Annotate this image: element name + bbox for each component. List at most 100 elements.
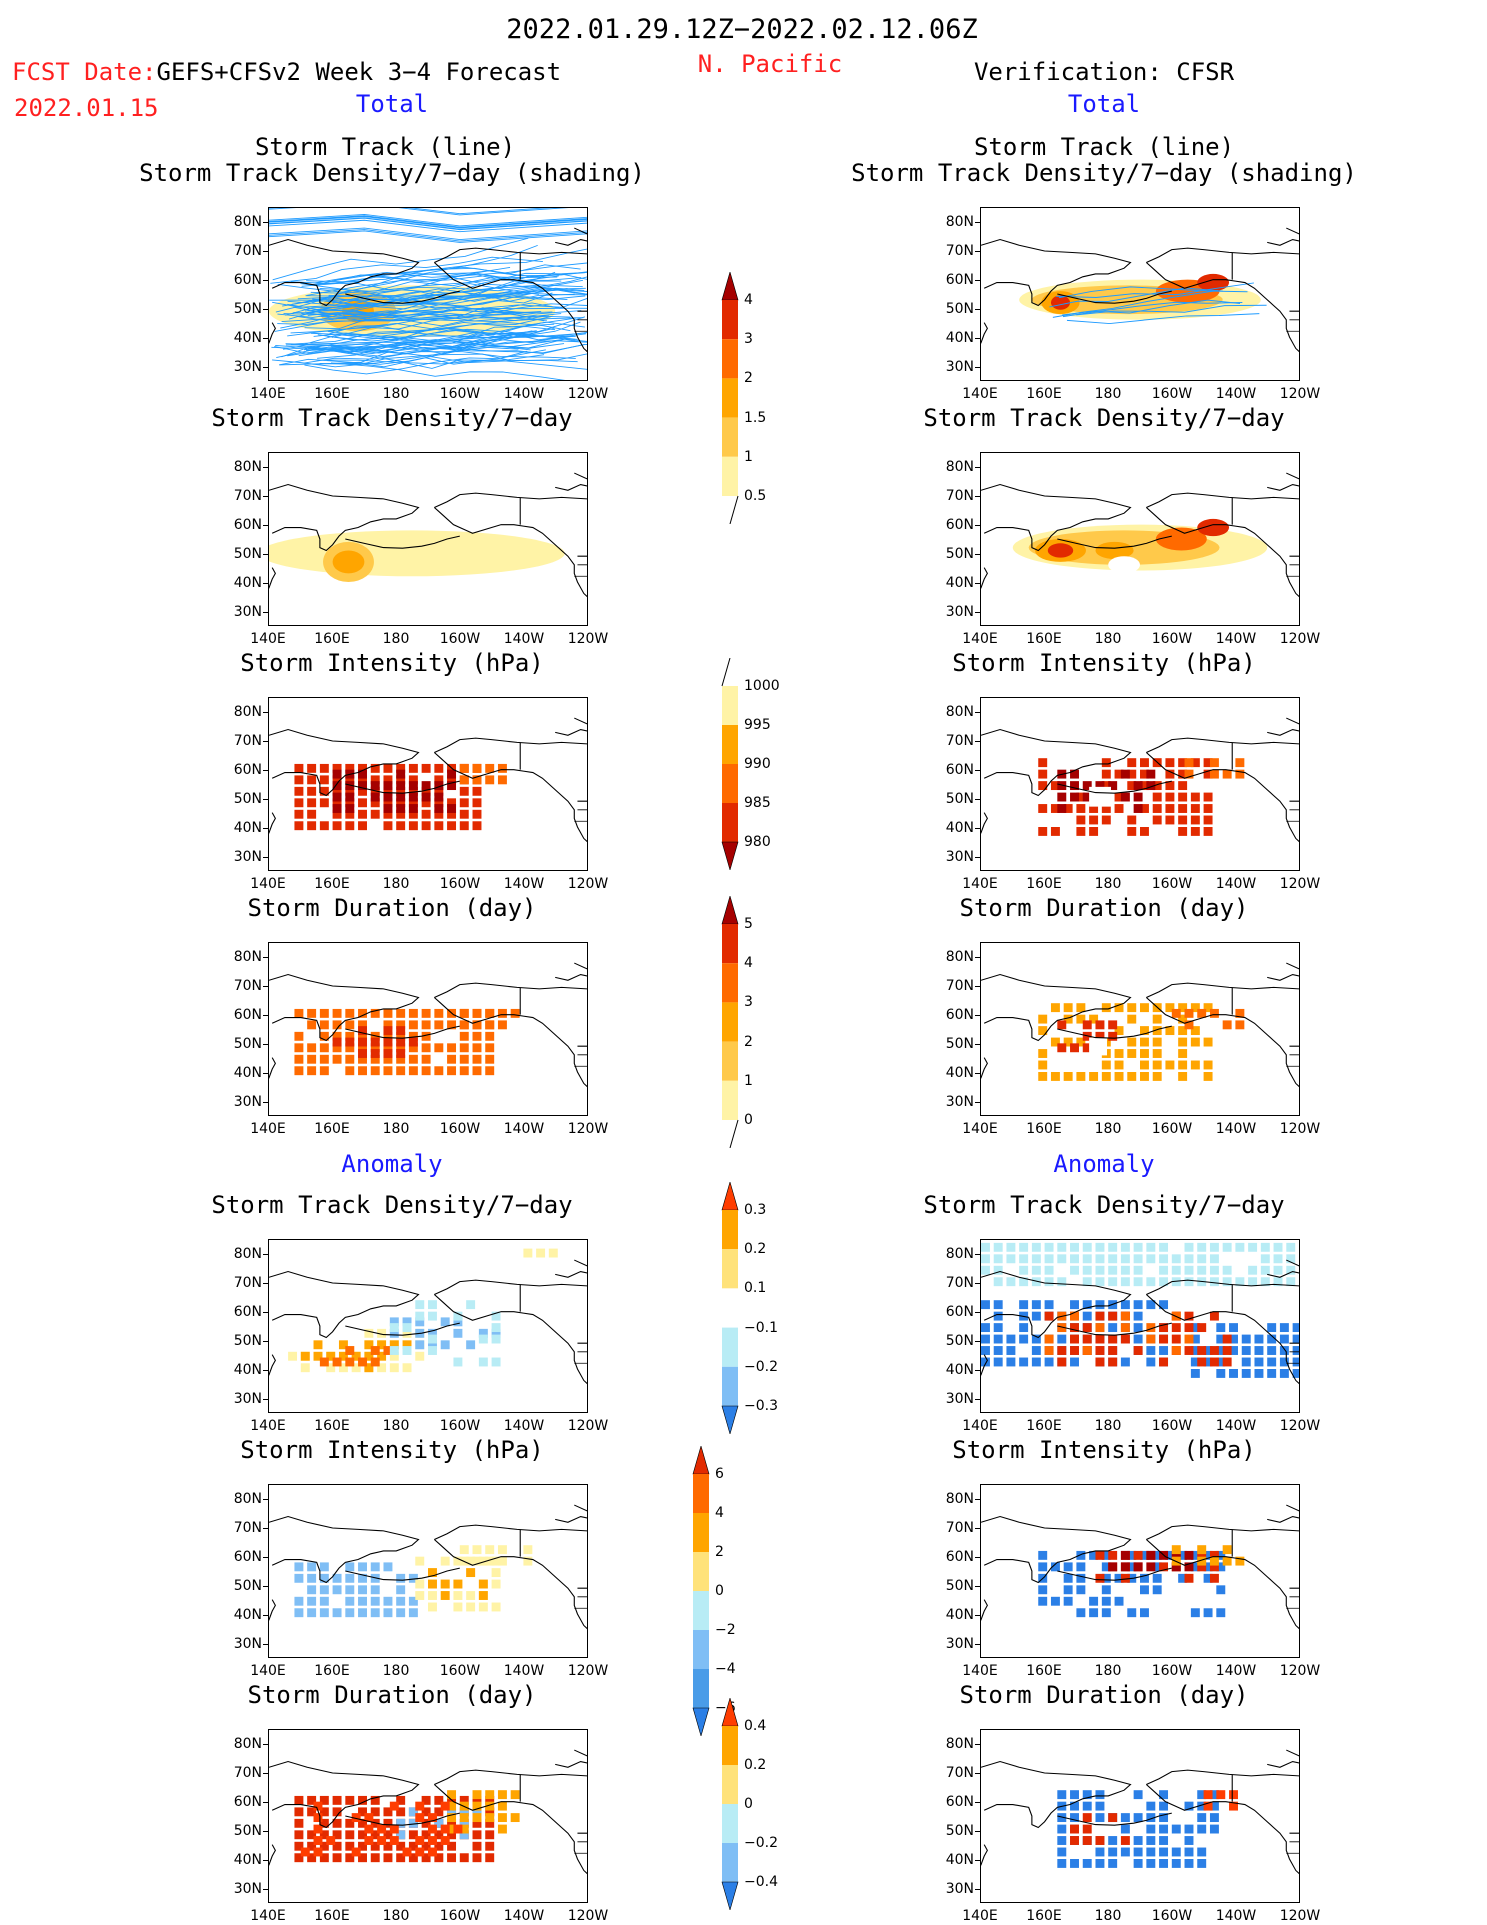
- lat-label: 60N: [233, 516, 262, 533]
- lat-label: 40N: [233, 1606, 262, 1623]
- colorbar-label: 0.1: [744, 1280, 767, 1297]
- lon-label: 120W: [567, 1663, 609, 1679]
- lat-tick: [975, 308, 980, 310]
- lon-label: 160E: [314, 631, 350, 647]
- lon-label: 140E: [250, 631, 286, 647]
- lat-tick: [263, 1527, 268, 1529]
- lat-label: 70N: [233, 1764, 262, 1781]
- lon-label: 160W: [1151, 631, 1193, 647]
- lat-tick: [263, 524, 268, 526]
- lat-label: 40N: [945, 329, 974, 346]
- lat-tick: [263, 956, 268, 958]
- lat-label: 80N: [945, 1490, 974, 1507]
- lat-tick: [263, 1801, 268, 1803]
- lat-label: 30N: [945, 1635, 974, 1652]
- lat-label: 40N: [945, 1606, 974, 1623]
- lat-label: 60N: [945, 1006, 974, 1023]
- lon-label: 160E: [1026, 386, 1062, 402]
- lon-label: 140W: [503, 1908, 545, 1924]
- lon-label: 160E: [314, 1908, 350, 1924]
- lon-label: 180: [1094, 1121, 1122, 1137]
- lon-label: 140W: [1215, 631, 1257, 647]
- lat-tick: [263, 250, 268, 252]
- lat-tick: [975, 1311, 980, 1313]
- lat-label: 30N: [233, 1093, 262, 1110]
- lon-label: 140E: [250, 1121, 286, 1137]
- verification-map-1: [980, 207, 1300, 381]
- lon-label: 120W: [1279, 386, 1321, 402]
- lon-label: 120W: [567, 1908, 609, 1924]
- lat-label: 80N: [945, 1245, 974, 1262]
- lon-label: 180: [1094, 631, 1122, 647]
- lat-label: 30N: [233, 1390, 262, 1407]
- forecast-map-1: [268, 207, 588, 381]
- lat-label: 30N: [945, 1390, 974, 1407]
- lat-label: 80N: [945, 1735, 974, 1752]
- lat-tick: [263, 1398, 268, 1400]
- lon-label: 140W: [1215, 876, 1257, 892]
- lat-label: 40N: [233, 819, 262, 836]
- lat-tick: [263, 1340, 268, 1342]
- lat-label: 70N: [945, 977, 974, 994]
- lat-label: 50N: [233, 545, 262, 562]
- lat-tick: [975, 279, 980, 281]
- lat-label: 50N: [945, 1332, 974, 1349]
- colorbar-label: 995: [744, 717, 771, 733]
- right-p2-title: Storm Track Density/7−day: [923, 404, 1285, 432]
- lat-label: 70N: [233, 732, 262, 749]
- lon-label: 180: [382, 876, 410, 892]
- lat-label: 40N: [945, 1851, 974, 1868]
- verification-label: Verification: CFSR: [973, 58, 1235, 86]
- lat-label: 70N: [945, 1764, 974, 1781]
- lat-label: 30N: [233, 358, 262, 375]
- lon-label: 160E: [314, 1418, 350, 1434]
- lon-label: 160E: [314, 1663, 350, 1679]
- verification-map-6: [980, 1484, 1300, 1658]
- lat-tick: [263, 1014, 268, 1016]
- lon-label: 120W: [567, 631, 609, 647]
- lon-label: 140W: [503, 631, 545, 647]
- lat-tick: [263, 553, 268, 555]
- lat-tick: [263, 856, 268, 858]
- lon-label: 160E: [1026, 1418, 1062, 1434]
- colorbar-duration: [718, 894, 742, 1149]
- lon-label: 120W: [1279, 876, 1321, 892]
- lat-label: 50N: [233, 1035, 262, 1052]
- total-right-label: Total: [1067, 90, 1141, 118]
- lat-label: 70N: [945, 1274, 974, 1291]
- lon-label: 160E: [1026, 1908, 1062, 1924]
- right-p6-title: Storm Intensity (hPa): [952, 1436, 1256, 1464]
- lat-label: 70N: [945, 487, 974, 504]
- anomaly-left-label: Anomaly: [341, 1150, 443, 1178]
- lat-tick: [263, 337, 268, 339]
- colorbar-label: 1: [744, 1072, 753, 1089]
- lat-tick: [975, 769, 980, 771]
- lat-tick: [975, 1043, 980, 1045]
- lat-tick: [975, 1772, 980, 1774]
- date-range-title: 2022.01.29.12Z−2022.02.12.06Z: [506, 14, 978, 45]
- colorbar-label: 6: [715, 1466, 724, 1482]
- lat-tick: [263, 1772, 268, 1774]
- lat-tick: [263, 1643, 268, 1645]
- colorbar-label: 4: [744, 292, 753, 308]
- verification-map-4: [980, 942, 1300, 1116]
- lat-tick: [975, 1556, 980, 1558]
- lat-label: 50N: [233, 1822, 262, 1839]
- lat-label: 50N: [233, 1577, 262, 1594]
- verification-map-5: [980, 1239, 1300, 1413]
- lat-tick: [263, 798, 268, 800]
- lat-tick: [975, 553, 980, 555]
- lon-label: 160W: [1151, 876, 1193, 892]
- lat-tick: [975, 1398, 980, 1400]
- lat-tick: [975, 1585, 980, 1587]
- lat-label: 50N: [945, 1577, 974, 1594]
- lat-label: 70N: [233, 242, 262, 259]
- verification-map-2: [980, 452, 1300, 626]
- lat-tick: [975, 1340, 980, 1342]
- lat-label: 50N: [945, 1035, 974, 1052]
- forecast-map-6: [268, 1484, 588, 1658]
- lat-label: 40N: [945, 1064, 974, 1081]
- colorbar-label: 5: [744, 916, 753, 932]
- forecast-map-5: [268, 1239, 588, 1413]
- lat-tick: [263, 1311, 268, 1313]
